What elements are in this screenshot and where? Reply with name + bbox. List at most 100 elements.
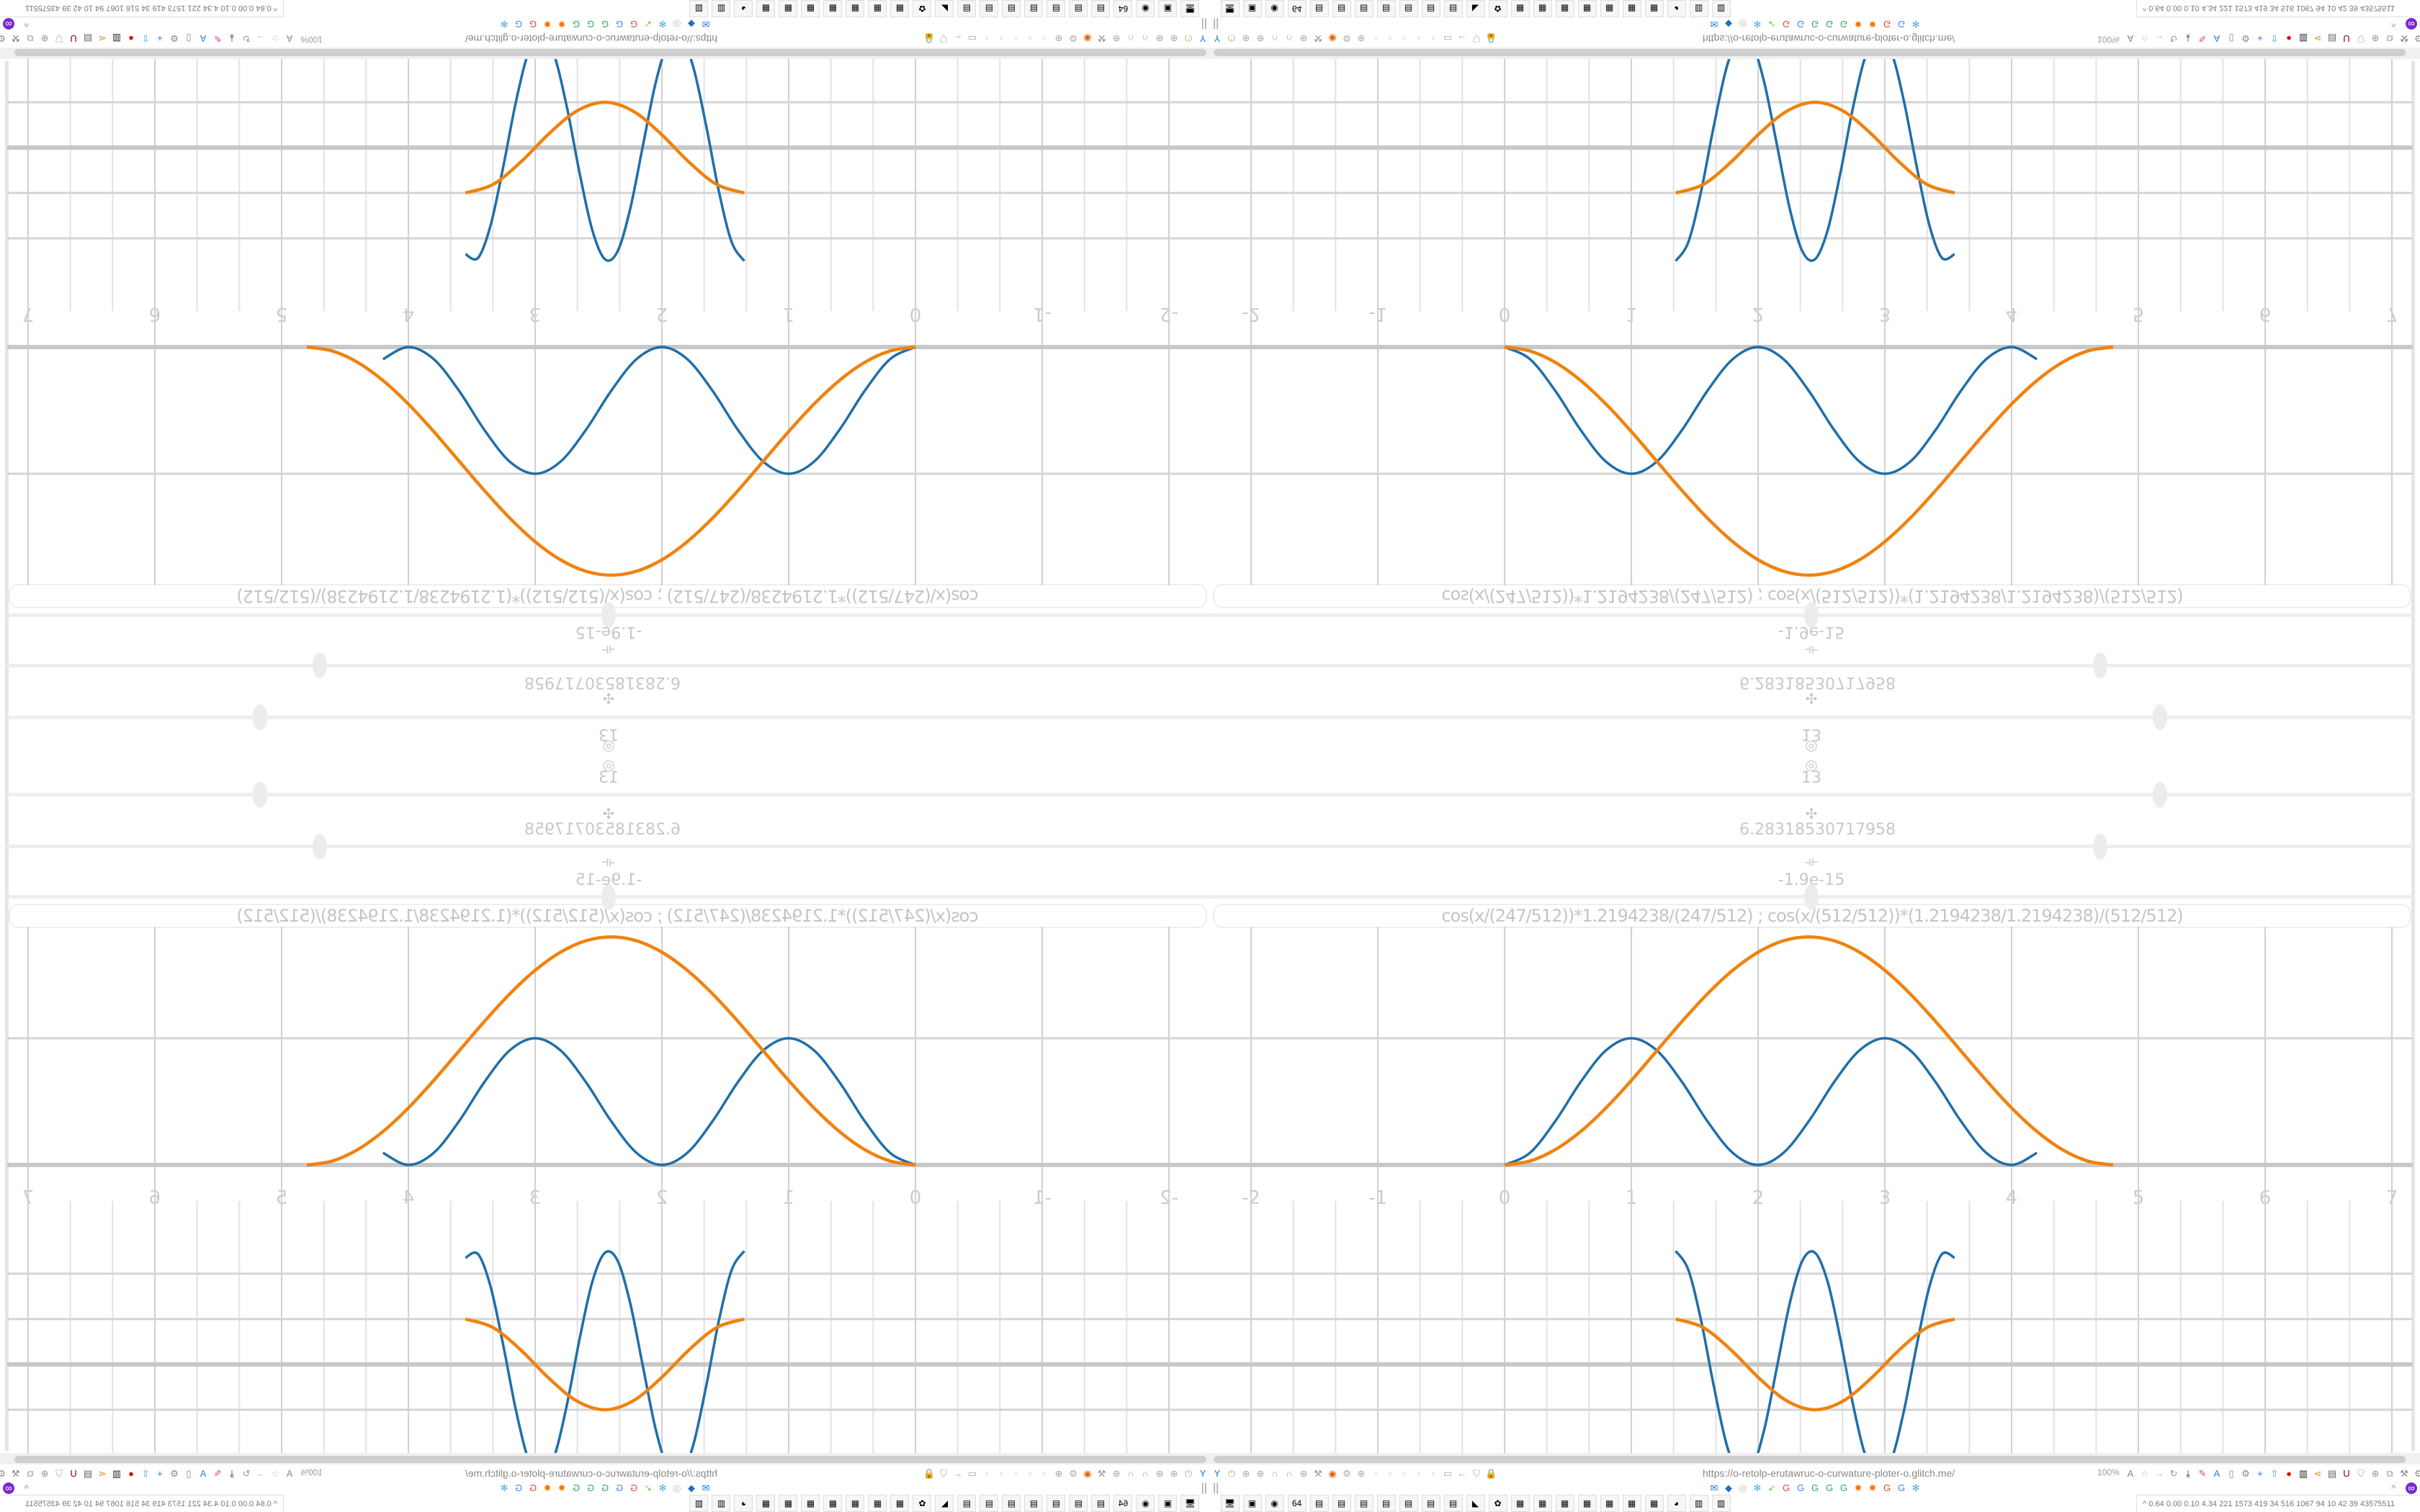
calculator-app-icon[interactable]: ▦ <box>1622 1495 1641 1512</box>
inkscape-app-icon[interactable]: ◣ <box>935 0 954 17</box>
google-icon[interactable]: G <box>1897 19 1906 30</box>
globe-icon[interactable]: ⊕ <box>1242 1468 1250 1479</box>
filter-icon[interactable]: Y <box>1214 1468 1221 1479</box>
tor-app-icon[interactable]: ◕ <box>734 0 753 17</box>
network-icon[interactable]: ✻ <box>500 1482 508 1493</box>
notepad-app-icon[interactable]: ▤ <box>1399 0 1418 17</box>
network-icon[interactable]: ✻ <box>658 1482 667 1493</box>
notepad-app-icon[interactable]: ▤ <box>1421 0 1440 17</box>
calculator-app-icon[interactable]: ▦ <box>1510 1495 1530 1512</box>
dot-icon[interactable]: ◦ <box>1388 1468 1392 1479</box>
network-icon[interactable]: ✻ <box>1912 19 1920 30</box>
gear-icon[interactable]: ⚙ <box>0 1468 7 1480</box>
slider-1-track[interactable] <box>7 793 1210 796</box>
network-icon[interactable]: ✻ <box>1753 1482 1762 1493</box>
gear-icon[interactable]: ⚙ <box>1343 1468 1351 1479</box>
plus-icon[interactable]: + <box>157 1468 163 1479</box>
power-icon[interactable]: ⏻ <box>1184 33 1193 44</box>
sidebar-toggle[interactable]: || <box>1213 18 1219 30</box>
firefox-icon[interactable]: ◉ <box>1328 1468 1337 1479</box>
translate-icon[interactable]: A <box>2127 33 2134 44</box>
gear-icon[interactable]: ⚙ <box>2241 1468 2250 1479</box>
settings-app-icon[interactable]: ✿ <box>913 0 932 17</box>
network-icon[interactable]: ✻ <box>658 19 667 30</box>
lock-icon[interactable]: 🔒 <box>923 33 935 44</box>
lock-icon[interactable]: 🔒 <box>1485 33 1497 44</box>
google-icon[interactable]: G <box>629 19 638 30</box>
reload-icon[interactable]: ↻ <box>242 1468 251 1479</box>
google-icon[interactable]: G <box>514 19 523 30</box>
formula-input[interactable]: cos(x/(247/512))*1.2194238/(247/512) ; c… <box>9 584 1207 608</box>
headphones-icon[interactable]: ∩ <box>1127 33 1134 44</box>
dot-icon[interactable]: ◦ <box>1042 1468 1047 1479</box>
slider-2-thumb[interactable] <box>2092 652 2107 678</box>
calculator-app-icon[interactable]: ▦ <box>1510 0 1530 17</box>
calculator-app-icon[interactable]: ▦ <box>868 1495 887 1512</box>
gear-icon[interactable]: ⚙ <box>2414 1468 2420 1479</box>
download-icon[interactable]: ⤓ <box>230 33 234 44</box>
notepad-app-icon[interactable]: ▤ <box>1069 1495 1088 1512</box>
google-icon[interactable]: G <box>1839 1482 1848 1493</box>
calculator-app-icon[interactable]: ▦ <box>801 1495 820 1512</box>
sun-icon[interactable]: ✹ <box>1868 1482 1877 1493</box>
document-app-icon[interactable]: ▥ <box>712 1495 731 1512</box>
globe-icon[interactable]: ⊕ <box>1155 33 1164 44</box>
sun-icon[interactable]: ✹ <box>557 19 566 30</box>
calculator-app-icon[interactable]: ▦ <box>756 1495 776 1512</box>
floppy-app-icon[interactable]: 64 <box>1113 1495 1133 1512</box>
translate-icon[interactable]: A <box>2127 1468 2134 1479</box>
globe-icon[interactable]: ⊕ <box>1054 33 1063 44</box>
document-app-icon[interactable]: ▥ <box>712 0 731 17</box>
wrench-icon[interactable]: ⚒ <box>12 33 20 44</box>
globe-icon[interactable]: ⊕ <box>1256 1468 1265 1479</box>
sidebar-toggle[interactable]: || <box>1213 1482 1219 1494</box>
settings-app-icon[interactable]: ✿ <box>1488 0 1507 17</box>
dot-icon[interactable]: ◦ <box>1028 33 1032 44</box>
notepad-app-icon[interactable]: ▤ <box>1376 0 1396 17</box>
google-icon[interactable]: G <box>586 1482 595 1493</box>
wrench-icon[interactable]: ⚒ <box>12 1468 20 1479</box>
globe-icon[interactable]: ⊕ <box>1112 33 1121 44</box>
record-icon[interactable]: ● <box>128 1468 134 1479</box>
extension-icon[interactable]: ∞ <box>2406 1482 2417 1494</box>
slider-1-track[interactable] <box>1210 793 2413 796</box>
google-icon[interactable]: G <box>615 19 624 30</box>
dot-icon[interactable]: ◦ <box>1042 33 1047 44</box>
dot-icon[interactable]: ◦ <box>1431 33 1435 44</box>
plus-icon[interactable]: + <box>2257 33 2263 44</box>
share-icon[interactable]: ⋖ <box>2313 1468 2322 1479</box>
monitor-app-icon[interactable]: 🖥 <box>1180 0 1200 17</box>
wrench-icon[interactable]: ⚒ <box>1314 33 1322 44</box>
inkscape-app-icon[interactable]: ◣ <box>935 1495 954 1512</box>
notepad-app-icon[interactable]: ▤ <box>1332 0 1351 17</box>
mouse-icon[interactable]: ▯ <box>186 33 192 44</box>
zoom-level[interactable]: 100% <box>300 1467 323 1477</box>
url-bar[interactable]: https://o-retolp-erutawruc-o-curwature-p… <box>1703 1467 1955 1479</box>
ublock-icon[interactable]: U <box>70 33 77 44</box>
rocket-icon[interactable]: ➶ <box>1767 1482 1776 1493</box>
url-bar[interactable]: https://o-retolp-erutawruc-o-curwature-p… <box>1703 33 1955 45</box>
filter-icon[interactable]: Y <box>1199 1468 1206 1479</box>
archive-icon[interactable]: ▤ <box>83 1468 93 1479</box>
notepad-app-icon[interactable]: ▤ <box>1047 1495 1066 1512</box>
google-icon[interactable]: G <box>1883 1482 1891 1493</box>
slider-2-track[interactable] <box>1210 664 2413 667</box>
back-arrow-icon[interactable]: ← <box>1457 1468 1467 1479</box>
notepad-app-icon[interactable]: ▤ <box>957 1495 977 1512</box>
document-app-icon[interactable]: ▥ <box>1711 1495 1731 1512</box>
plus-icon[interactable]: + <box>157 33 163 44</box>
dot-icon[interactable]: ◦ <box>1013 33 1018 44</box>
ublock-icon[interactable]: U <box>2343 1468 2350 1479</box>
dot-icon[interactable]: ◦ <box>1402 1468 1407 1479</box>
stats-toggle[interactable]: ^ <box>2143 1500 2147 1508</box>
terminal-app-icon[interactable]: ▣ <box>1158 0 1178 17</box>
slider-1-thumb[interactable] <box>252 782 267 808</box>
globe-icon[interactable]: ⊕ <box>1170 33 1178 44</box>
slider-2-thumb[interactable] <box>313 834 328 860</box>
reload-icon[interactable]: ↻ <box>242 33 251 44</box>
bookmark-icon[interactable]: ◆ <box>688 19 695 30</box>
inkscape-app-icon[interactable]: ◣ <box>1466 0 1485 17</box>
back-arrow-icon[interactable]: ← <box>953 1468 963 1479</box>
dot-icon[interactable]: ◦ <box>1373 33 1378 44</box>
notepad-app-icon[interactable]: ▤ <box>1002 1495 1021 1512</box>
